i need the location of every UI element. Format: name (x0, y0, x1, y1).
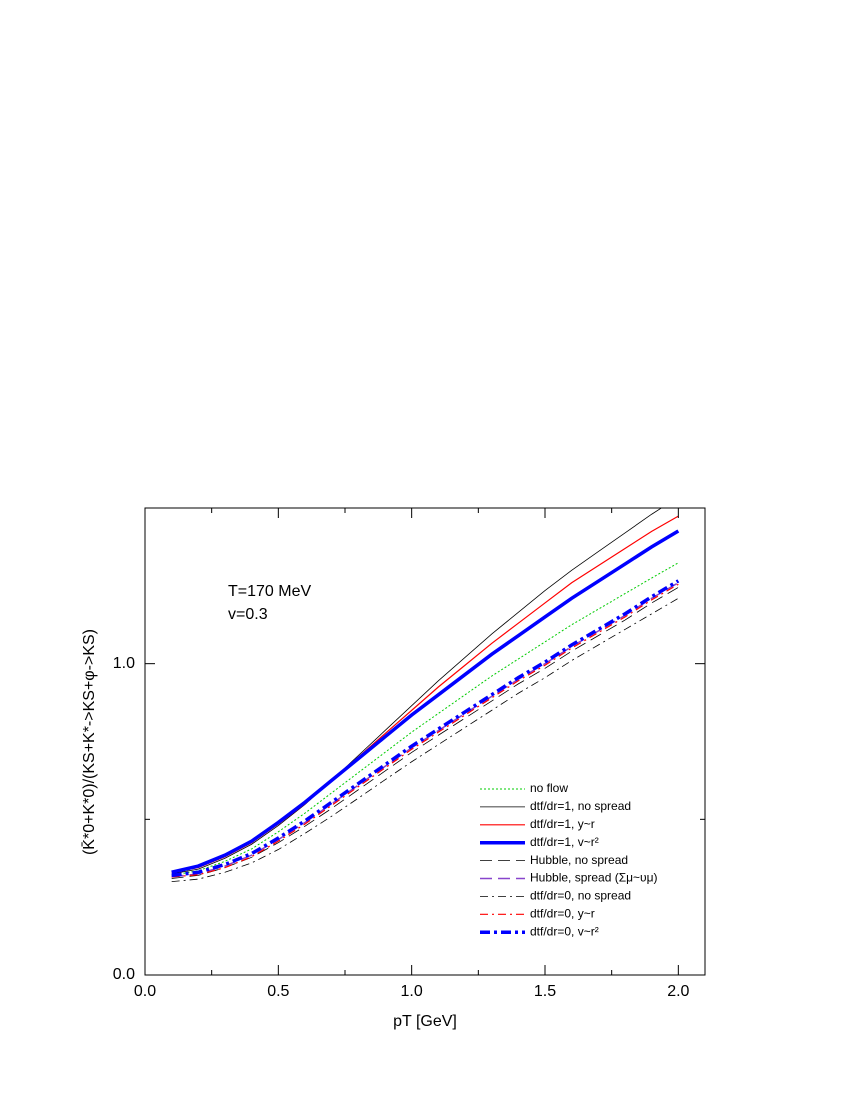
series-line (171, 579, 680, 878)
y-tick-label: 0.0 (113, 966, 135, 983)
legend-label: dtf/dr=1, v~r² (530, 835, 599, 849)
x-tick-label: 2.0 (667, 983, 689, 1000)
series-line (171, 562, 679, 876)
x-tick-label: 1.5 (534, 983, 556, 1000)
series-line (171, 597, 679, 882)
annotation: T=170 MeV (228, 583, 311, 600)
series-line (171, 582, 679, 878)
annotation: v=0.3 (228, 606, 268, 623)
legend-label: dtf/dr=1, y~r (530, 817, 595, 831)
y-axis-label: (K̄*0+K*0)/(KS+K*->KS+φ->KS) (81, 629, 98, 855)
series-line (171, 515, 679, 873)
series-line (171, 529, 680, 874)
legend-label: dtf/dr=0, v~r² (530, 924, 599, 938)
x-tick-label: 0.5 (267, 983, 289, 1000)
x-tick-label: 0.0 (134, 983, 156, 1000)
series-line (171, 508, 663, 875)
legend-label: dtf/dr=0, y~r (530, 906, 595, 920)
legend-label: no flow (530, 781, 568, 795)
curves (171, 508, 680, 882)
legend-label: Hubble, spread (Σμ~υμ) (530, 871, 658, 885)
legend-label: dtf/dr=0, no spread (530, 889, 631, 903)
series-line (171, 583, 679, 878)
legend-label: Hubble, no spread (530, 853, 628, 867)
legend-label: dtf/dr=1, no spread (530, 799, 631, 813)
x-tick-label: 1.0 (401, 983, 423, 1000)
series-line (171, 587, 679, 879)
x-axis-label: pT [GeV] (393, 1013, 457, 1030)
y-tick-label: 1.0 (113, 655, 135, 672)
plot-frame (144, 507, 706, 976)
